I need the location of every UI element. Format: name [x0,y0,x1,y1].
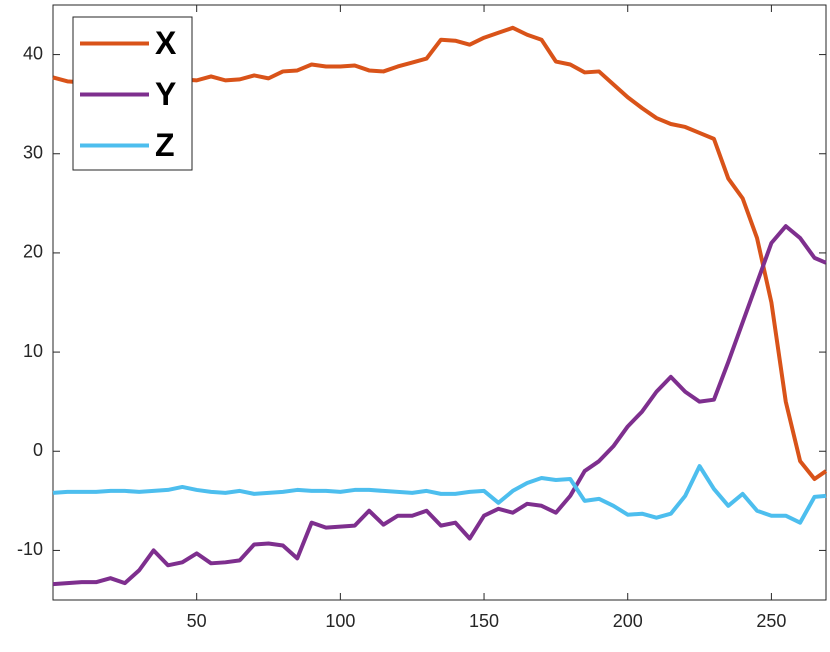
data-line [52,224,827,587]
x-tick-label: 100 [325,611,355,631]
y-tick-label: -10 [17,539,43,559]
y-tick-label: 0 [33,440,43,460]
data-line [52,464,827,525]
y-tick-label: 20 [23,242,43,262]
legend-label: Y [155,76,176,112]
x-tick-label: 50 [187,611,207,631]
legend-label: Z [155,127,175,163]
y-tick-label: 10 [23,341,43,361]
legend-label: X [155,25,177,61]
x-tick-label: 150 [469,611,499,631]
x-tick-label: 200 [613,611,643,631]
x-tick-label: 250 [756,611,786,631]
y-tick-label: 30 [23,143,43,163]
y-tick-label: 40 [23,43,43,63]
